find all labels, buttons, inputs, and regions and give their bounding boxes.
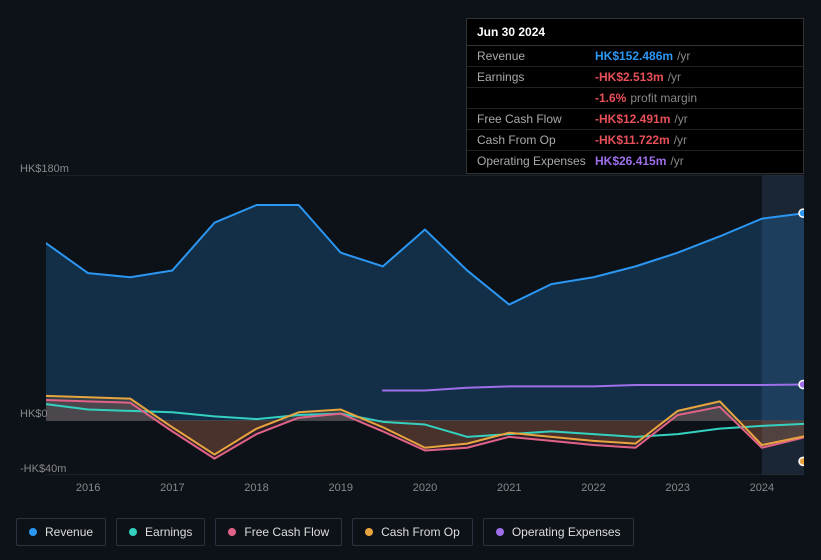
tooltip-date: Jun 30 2024 xyxy=(467,21,803,46)
legend-dot-icon xyxy=(228,528,236,536)
tooltip-row: -1.6%profit margin xyxy=(467,88,803,109)
tooltip-row: Cash From Op-HK$11.722m/yr xyxy=(467,130,803,151)
x-axis-label: 2023 xyxy=(665,482,689,494)
tooltip-label: Revenue xyxy=(477,49,595,63)
data-tooltip: Jun 30 2024 RevenueHK$152.486m/yrEarning… xyxy=(466,18,804,174)
chart-area: HK$180mHK$0-HK$40m xyxy=(16,158,804,478)
legend-item-revenue[interactable]: Revenue xyxy=(16,518,106,546)
x-axis-label: 2016 xyxy=(76,482,100,494)
chart-container: { "tooltip": { "date": "Jun 30 2024", "r… xyxy=(0,0,821,560)
tooltip-row: RevenueHK$152.486m/yr xyxy=(467,46,803,67)
tooltip-value: HK$152.486m/yr xyxy=(595,49,690,63)
tooltip-label: Free Cash Flow xyxy=(477,112,595,126)
x-axis: 2016 2017 2018 2019 2020 2021 2022 2023 2024 xyxy=(46,482,804,498)
x-axis-label: 2022 xyxy=(581,482,605,494)
legend-item-free-cash-flow[interactable]: Free Cash Flow xyxy=(215,518,342,546)
y-axis-label: HK$0 xyxy=(20,408,48,420)
tooltip-label: Cash From Op xyxy=(477,133,595,147)
legend-item-earnings[interactable]: Earnings xyxy=(116,518,205,546)
x-axis-label: 2020 xyxy=(413,482,437,494)
tooltip-value: -HK$11.722m/yr xyxy=(595,133,687,147)
tooltip-label: Earnings xyxy=(477,70,595,84)
x-axis-label: 2019 xyxy=(329,482,353,494)
x-axis-label: 2017 xyxy=(160,482,184,494)
tooltip-value: -HK$12.491m/yr xyxy=(595,112,688,126)
legend-label: Operating Expenses xyxy=(512,525,621,539)
legend-label: Cash From Op xyxy=(381,525,460,539)
tooltip-value: -HK$2.513m/yr xyxy=(595,70,681,84)
legend-dot-icon xyxy=(496,528,504,536)
legend-label: Earnings xyxy=(145,525,192,539)
legend: Revenue Earnings Free Cash Flow Cash From O… xyxy=(16,518,634,546)
tooltip-row: Free Cash Flow-HK$12.491m/yr xyxy=(467,109,803,130)
plot-area[interactable] xyxy=(46,175,804,475)
tooltip-row: Earnings-HK$2.513m/yr xyxy=(467,67,803,88)
x-axis-label: 2021 xyxy=(497,482,521,494)
tooltip-label xyxy=(477,91,595,105)
legend-dot-icon xyxy=(129,528,137,536)
y-axis-label: HK$180m xyxy=(20,163,69,175)
x-axis-label: 2024 xyxy=(750,482,774,494)
legend-item-cash-from-op[interactable]: Cash From Op xyxy=(352,518,473,546)
legend-item-operating-expenses[interactable]: Operating Expenses xyxy=(483,518,634,546)
legend-label: Revenue xyxy=(45,525,93,539)
legend-dot-icon xyxy=(29,528,37,536)
legend-dot-icon xyxy=(365,528,373,536)
legend-label: Free Cash Flow xyxy=(244,525,329,539)
tooltip-value: -1.6%profit margin xyxy=(595,91,697,105)
x-axis-label: 2018 xyxy=(244,482,268,494)
